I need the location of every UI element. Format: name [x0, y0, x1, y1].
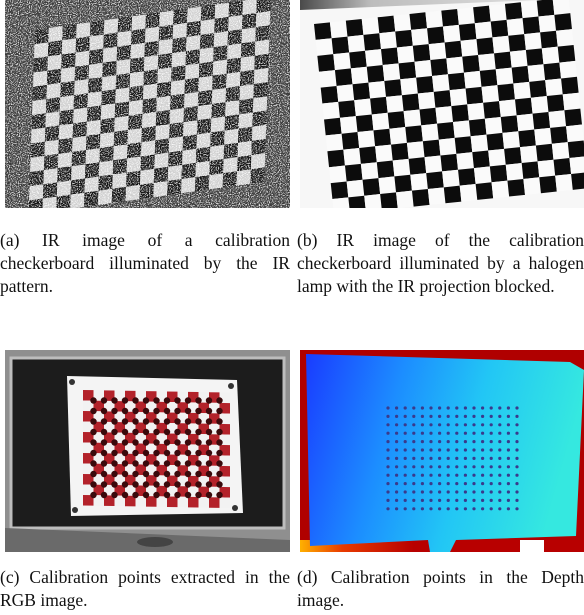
figure-caption-a: (a) IR image of a calibration checkerboa…: [0, 230, 290, 296]
depth-calibration-points-image: [300, 350, 584, 552]
checkerboard-pattern: [83, 390, 230, 509]
depth-calibration-points: [386, 406, 519, 511]
rgb-calibration-points-image: [5, 350, 290, 552]
rgb-calibration-points: [90, 397, 223, 499]
checkerboard-pattern: [314, 0, 584, 208]
figure-caption-c: (c) Calibration points extracted in the …: [0, 567, 290, 610]
halogen-checkerboard-image: [300, 0, 584, 208]
figure-caption-b: (b) IR image of the calibration checkerb…: [297, 230, 584, 296]
ir-pattern-checkerboard-image: [5, 0, 290, 208]
figure-caption-d: (d) Calibration points in the Depth imag…: [297, 567, 584, 610]
